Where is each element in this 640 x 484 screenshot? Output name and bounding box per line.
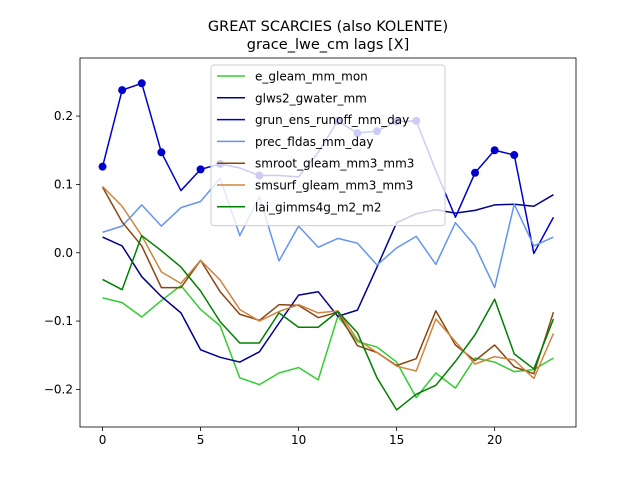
legend-label-e_gleam_mm_mon: e_gleam_mm_mon bbox=[255, 70, 368, 84]
series-point-grun_ens_runoff_mm_day-21 bbox=[510, 151, 519, 160]
x-tick-label: 5 bbox=[197, 433, 205, 447]
series-line-glws2_gwater_mm bbox=[102, 194, 554, 363]
x-tick-label: 20 bbox=[487, 433, 502, 447]
legend-label-prec_fldas_mm_day: prec_fldas_mm_day bbox=[255, 135, 374, 149]
x-tick-label: 10 bbox=[291, 433, 306, 447]
series-point-grun_ens_runoff_mm_day-2 bbox=[137, 79, 146, 88]
y-tick-label: −0.1 bbox=[44, 314, 73, 328]
series-line-e_gleam_mm_mon bbox=[102, 284, 554, 399]
chart-subtitle: grace_lwe_cm lags [X] bbox=[247, 37, 410, 53]
y-tick-label: −0.2 bbox=[44, 382, 73, 396]
series-line-lai_gimms4g_m2_m2 bbox=[102, 234, 555, 411]
chart-title: GREAT SCARCIES (also KOLENTE) bbox=[208, 19, 448, 35]
series-point-grun_ens_runoff_mm_day-20 bbox=[490, 146, 499, 155]
plot-frame bbox=[79, 57, 577, 428]
y-tick-label: 0.1 bbox=[54, 177, 73, 191]
legend-label-glws2_gwater_mm: glws2_gwater_mm bbox=[255, 91, 367, 105]
x-tick-label: 0 bbox=[99, 433, 107, 447]
y-tick-label: 0.2 bbox=[54, 109, 73, 123]
legend-box bbox=[210, 64, 446, 227]
x-tick-label: 15 bbox=[389, 433, 404, 447]
y-tick-label: 0.0 bbox=[54, 246, 73, 260]
legend-label-smroot_gleam_mm3_mm3: smroot_gleam_mm3_mm3 bbox=[255, 157, 414, 171]
series-line-smsurf_gleam_mm3_mm3 bbox=[102, 185, 555, 380]
series-point-grun_ens_runoff_mm_day-0 bbox=[98, 162, 107, 171]
legend-label-smsurf_gleam_mm3_mm3: smsurf_gleam_mm3_mm3 bbox=[255, 179, 413, 193]
legend: e_gleam_mm_mon glws2_gwater_mm grun_ens_ru… bbox=[210, 64, 446, 227]
series-point-grun_ens_runoff_mm_day-3 bbox=[157, 148, 166, 157]
axes: 0 5 10 15 20 −0.2 −0.1 0.0 0.1 0.2 bbox=[44, 57, 577, 447]
series-line-smroot_gleam_mm3_mm3 bbox=[101, 186, 555, 375]
legend-label-lai_gimms4g_m2_m2: lai_gimms4g_m2_m2 bbox=[255, 200, 382, 214]
series-point-grun_ens_runoff_mm_day-19 bbox=[471, 168, 480, 177]
series-point-grun_ens_runoff_mm_day-1 bbox=[118, 86, 127, 95]
series-point-grun_ens_runoff_mm_day-5 bbox=[196, 165, 205, 174]
legend-label-grun_ens_runoff_mm_day: grun_ens_runoff_mm_day bbox=[255, 113, 409, 127]
series-line-prec_fldas_mm_day bbox=[102, 177, 554, 289]
